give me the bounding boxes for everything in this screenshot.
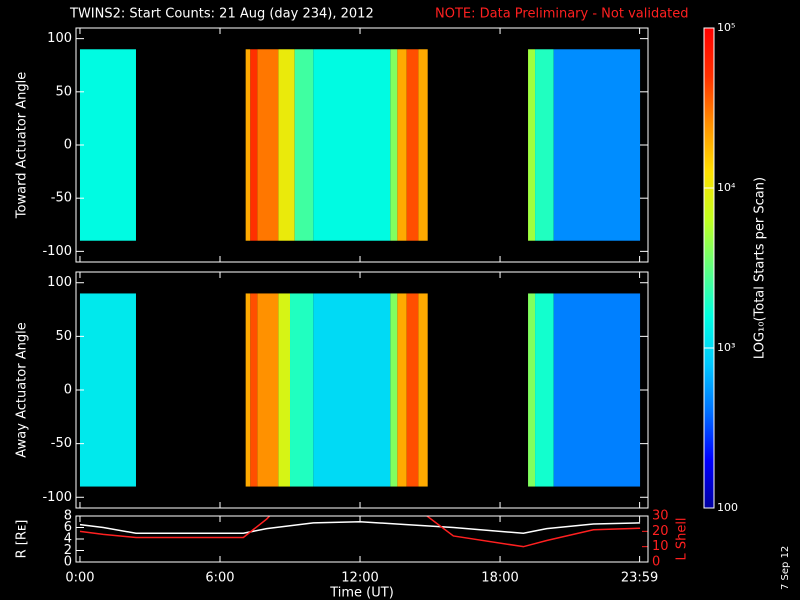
colorbar-tick-label: 10³ bbox=[717, 341, 735, 354]
y-label: Toward Actuator Angle bbox=[15, 72, 30, 219]
colorbar-label: LOG₁₀(Total Starts per Scan) bbox=[753, 177, 768, 359]
footnote: 7 Sep 12 bbox=[780, 546, 791, 590]
y2-tick-label: 20 bbox=[652, 524, 669, 539]
y-tick-label: -100 bbox=[42, 244, 72, 259]
y2-tick-label: 0 bbox=[652, 555, 660, 570]
y-tick-label: 0 bbox=[64, 383, 72, 398]
heatmap-column bbox=[397, 293, 407, 487]
chart-title: TWINS2: Start Counts: 21 Aug (day 234), … bbox=[69, 7, 374, 22]
heatmap-column bbox=[245, 49, 251, 241]
colorbar-tick-label: 100 bbox=[717, 501, 738, 514]
heatmap-column bbox=[290, 293, 314, 487]
y-tick-label: 2 bbox=[64, 543, 72, 558]
x-tick-label: 0:00 bbox=[65, 571, 94, 586]
colorbar bbox=[703, 27, 715, 509]
y-tick-label: 100 bbox=[47, 31, 72, 46]
y-tick-label: 0 bbox=[64, 138, 72, 153]
heatmap-column bbox=[250, 49, 258, 241]
heatmap-column bbox=[390, 49, 398, 241]
y-tick-label: 8 bbox=[64, 509, 72, 524]
heatmap-column bbox=[535, 49, 554, 241]
y-tick-label: -100 bbox=[42, 490, 72, 505]
x-tick-label: 18:00 bbox=[481, 571, 518, 586]
heatmap-column bbox=[313, 49, 391, 241]
heatmap-column bbox=[278, 293, 291, 487]
heatmap-column bbox=[250, 293, 258, 487]
heatmap-column bbox=[245, 293, 251, 487]
heatmap-column bbox=[528, 49, 536, 241]
line-series bbox=[79, 516, 641, 548]
x-tick-label: 6:00 bbox=[205, 571, 234, 586]
line-series bbox=[79, 520, 641, 535]
heatmap-column bbox=[397, 49, 407, 241]
heatmap-column bbox=[257, 293, 279, 487]
heatmap-column bbox=[79, 293, 136, 487]
y-tick-label: 50 bbox=[55, 329, 72, 344]
y-label: Away Actuator Angle bbox=[15, 322, 30, 457]
y-tick-label: 50 bbox=[55, 84, 72, 99]
heatmap-column bbox=[406, 293, 419, 487]
heatmap-column bbox=[553, 49, 641, 241]
heatmap-column bbox=[313, 293, 391, 487]
x-label: Time (UT) bbox=[329, 586, 394, 600]
y-tick-label: -50 bbox=[51, 436, 72, 451]
colorbar-tick-label: 10⁴ bbox=[717, 181, 736, 194]
y2-tick-label: 10 bbox=[652, 539, 669, 554]
heatmap-column bbox=[294, 49, 314, 241]
heatmap-column bbox=[535, 293, 554, 487]
heatmap-column bbox=[553, 293, 641, 487]
heatmap-column bbox=[79, 49, 136, 241]
y-label: R [Rᴇ] bbox=[15, 520, 30, 559]
y-tick-label: -50 bbox=[51, 191, 72, 206]
y2-label: L Shell bbox=[675, 517, 690, 560]
heatmap-column bbox=[390, 293, 398, 487]
heatmap-column bbox=[406, 49, 419, 241]
heatmap-column bbox=[418, 293, 428, 487]
heatmap-column bbox=[257, 49, 279, 241]
note: NOTE: Data Preliminary - Not validated bbox=[435, 7, 689, 22]
x-tick-label: 12:00 bbox=[341, 571, 378, 586]
heatmap-column bbox=[418, 49, 428, 241]
y2-tick-label: 30 bbox=[652, 509, 669, 524]
y-tick-label: 100 bbox=[47, 275, 72, 290]
y-tick-label: 0 bbox=[64, 555, 72, 570]
heatmap-column bbox=[278, 49, 295, 241]
heatmap-column bbox=[528, 293, 536, 487]
x-tick-label: 23:59 bbox=[621, 571, 658, 586]
colorbar-tick-label: 10⁵ bbox=[717, 21, 735, 34]
y-tick-label: 6 bbox=[64, 520, 72, 535]
y-tick-label: 4 bbox=[64, 532, 72, 547]
